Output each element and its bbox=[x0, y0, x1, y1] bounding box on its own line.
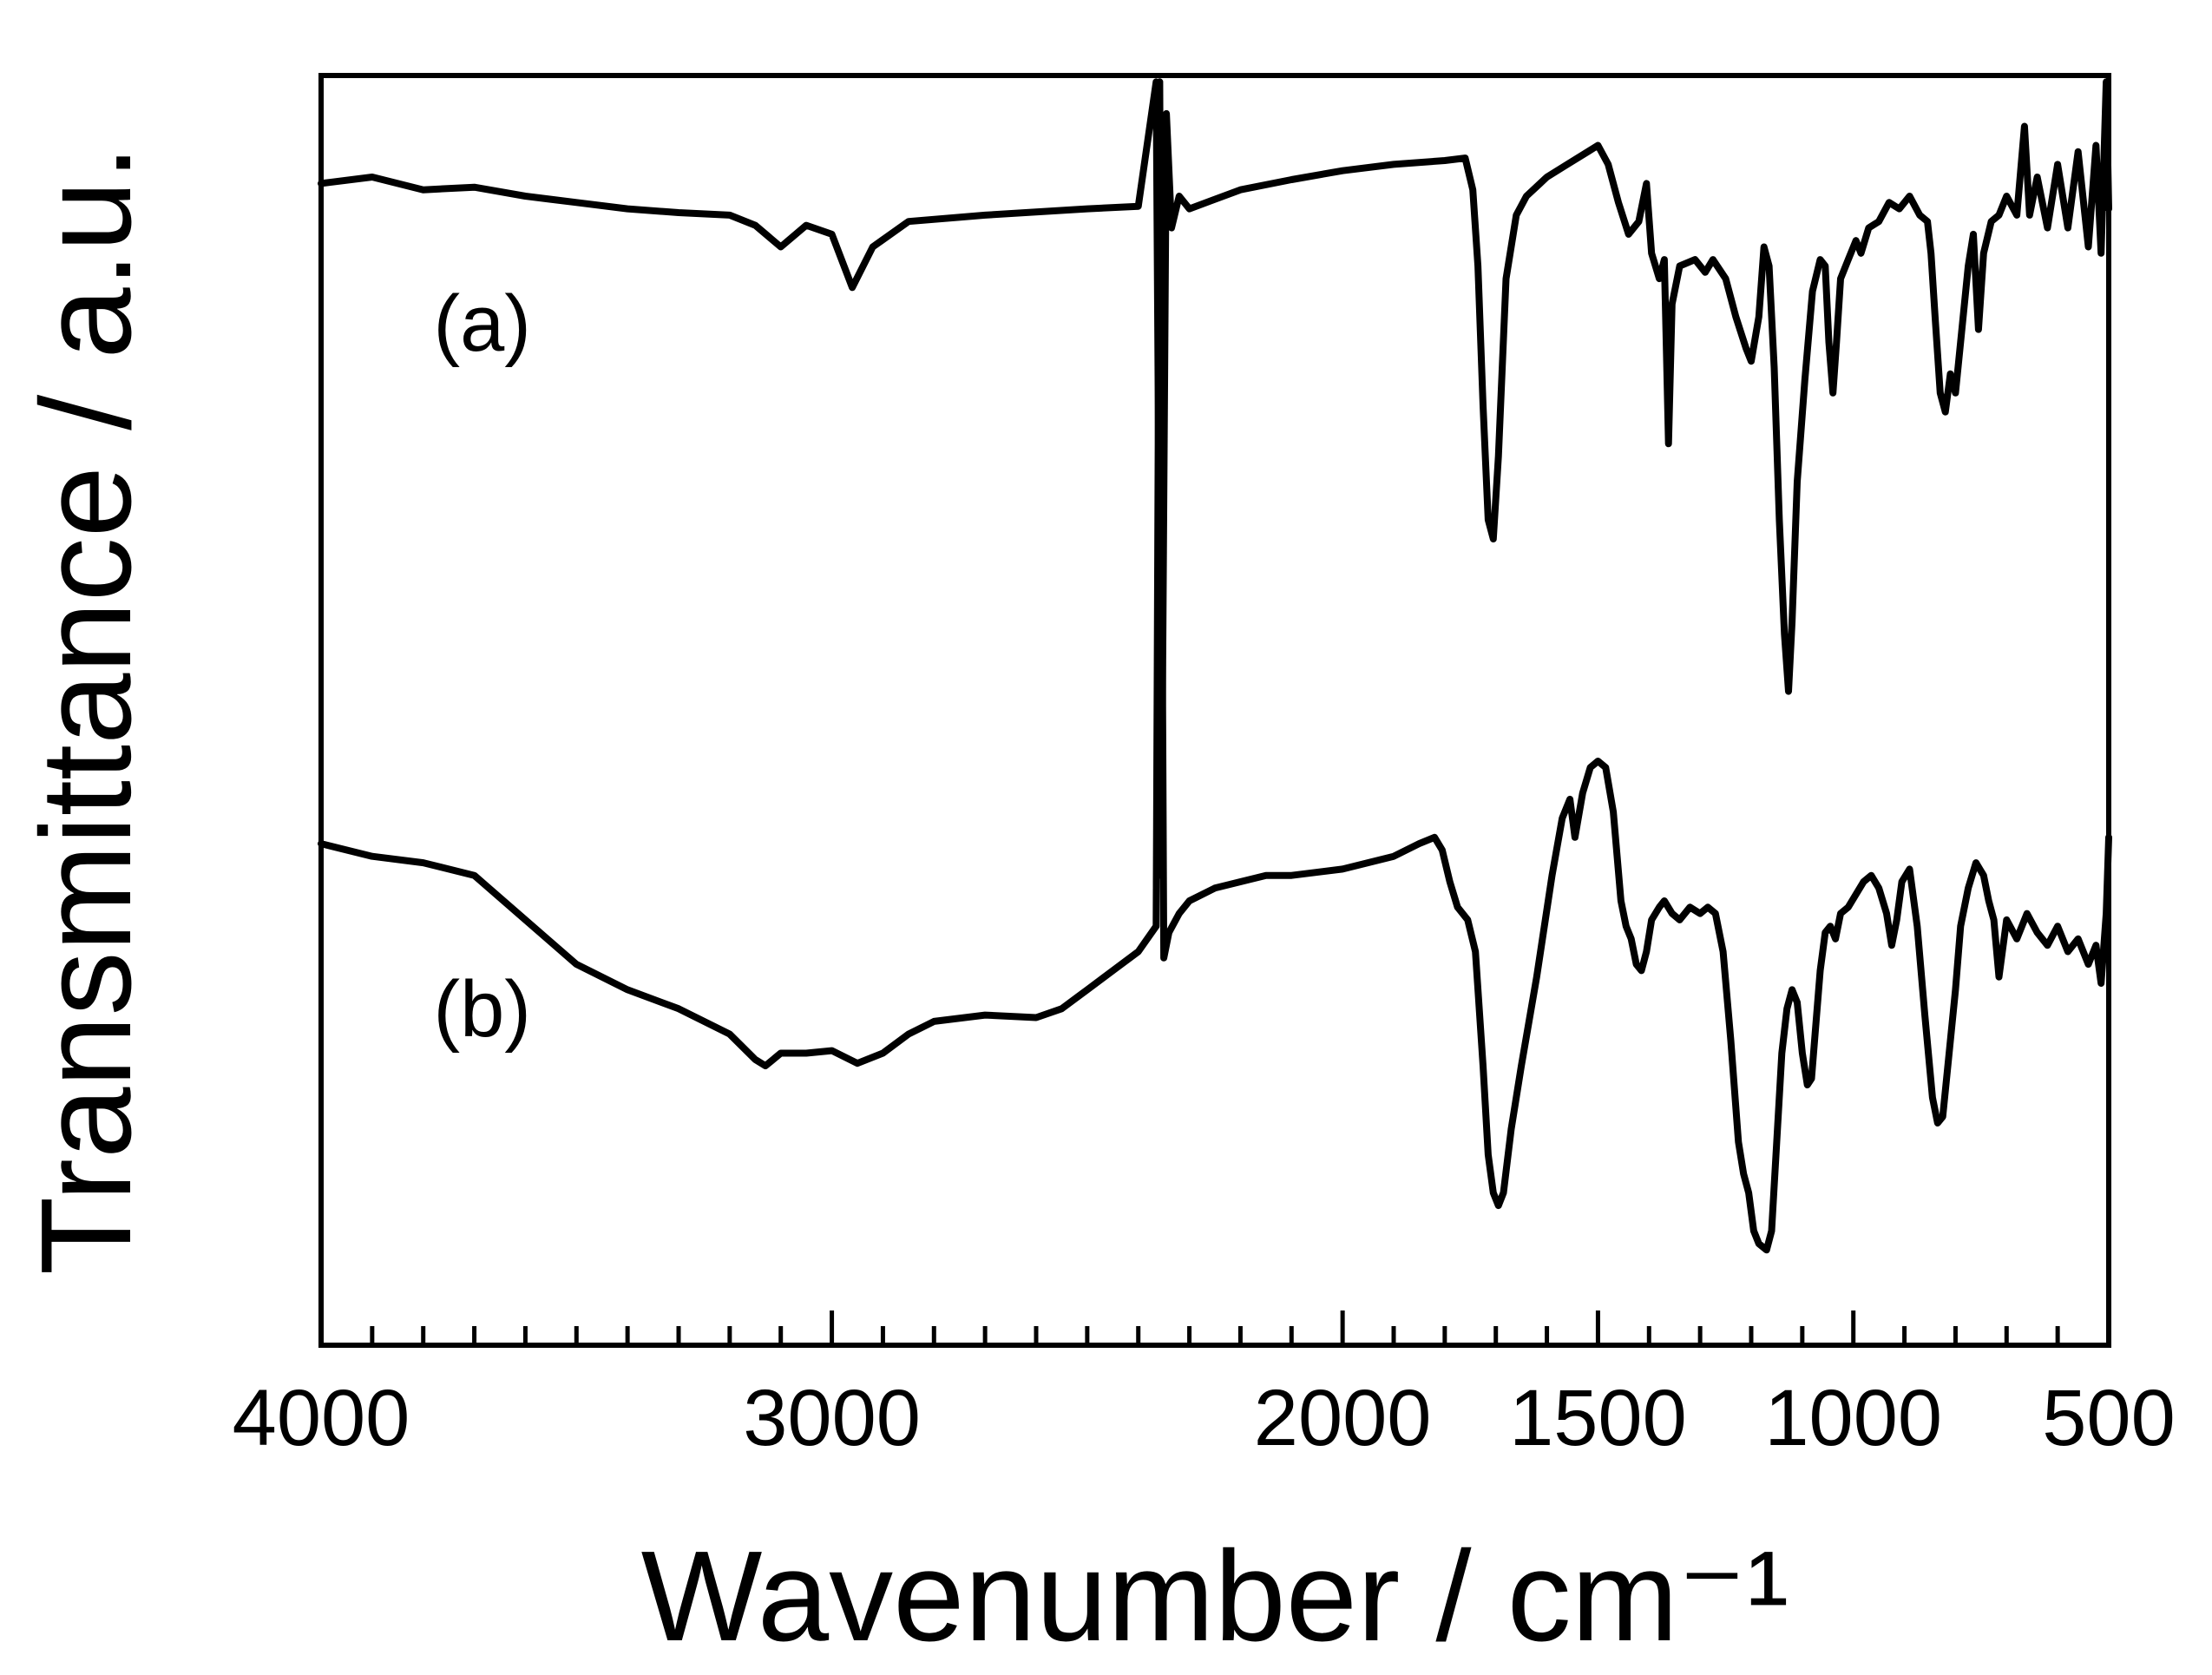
y-axis-title: Transmittance / a.u. bbox=[15, 145, 158, 1275]
series-line-a bbox=[318, 78, 2112, 879]
x-major-ticks bbox=[318, 1310, 2111, 1345]
x-tick-label: 3000 bbox=[743, 1374, 921, 1462]
series-label-a: (a) bbox=[433, 279, 530, 368]
x-tick-label: 1000 bbox=[1764, 1374, 1942, 1462]
x-axis-title: Wavenumber / cm⁻¹ bbox=[641, 1525, 1789, 1668]
plot-frame bbox=[318, 73, 2111, 1348]
x-tick-label: 4000 bbox=[233, 1374, 410, 1462]
series-label-b: (b) bbox=[433, 965, 530, 1054]
x-tick-label: 500 bbox=[2042, 1374, 2176, 1462]
x-minor-ticks bbox=[370, 1326, 2060, 1345]
series-line-b bbox=[318, 78, 2112, 1254]
series-lines bbox=[318, 78, 2112, 1254]
series-labels: (a) (b) bbox=[433, 279, 530, 1054]
x-tick-labels: 4000 3000 2000 1500 1000 500 bbox=[233, 1374, 2176, 1462]
x-tick-label: 1500 bbox=[1509, 1374, 1687, 1462]
x-tick-label: 2000 bbox=[1254, 1374, 1432, 1462]
